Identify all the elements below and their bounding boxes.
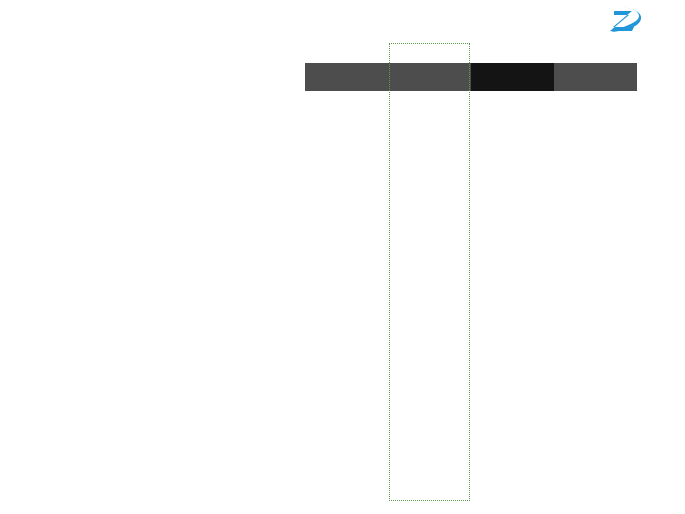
column-header-excellent[interactable] xyxy=(471,63,554,91)
highlight-column-outline xyxy=(389,62,470,501)
logo xyxy=(512,6,642,58)
swoosh-icon xyxy=(608,5,642,40)
column-header-budget[interactable] xyxy=(305,63,388,91)
column-header-bedrijfswagens[interactable] xyxy=(554,63,637,91)
column-header-band xyxy=(305,63,637,91)
most-chosen-badge xyxy=(389,43,470,63)
fine-print xyxy=(641,92,685,504)
column-header-premium[interactable] xyxy=(388,63,471,91)
